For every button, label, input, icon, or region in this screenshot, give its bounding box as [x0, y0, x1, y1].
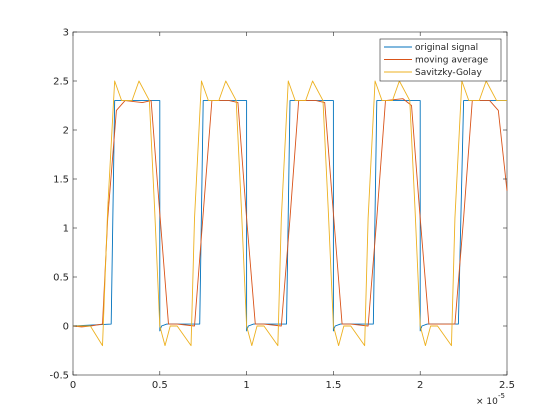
- x-tick-label: 2.5: [499, 380, 515, 391]
- legend-label: moving average: [415, 56, 489, 66]
- y-tick-label: 2: [63, 126, 69, 137]
- legend-box: [379, 38, 502, 82]
- plot-area: 0 0.5 1 1.5 2 2.5-0.500.511.522.53: [49, 28, 514, 392]
- x-tick-label: 1: [243, 380, 249, 391]
- x-axis-exponent: × 10 -5: [476, 392, 505, 407]
- series-layer: [72, 80, 508, 347]
- series-line-original-signal: [72, 100, 507, 332]
- y-tick-label: 2.5: [53, 77, 69, 88]
- axes-box: [72, 31, 508, 376]
- x-tick-label: 1.5: [325, 380, 341, 391]
- x-exponent-power: -5: [498, 392, 505, 400]
- legend: original signal moving average Savitzky-Go…: [379, 38, 502, 82]
- series-line-moving-average: [72, 98, 508, 328]
- y-tick-label: 0.5: [53, 273, 69, 284]
- x-tick-label: 0.5: [152, 380, 168, 391]
- x-tick-label: 2: [417, 380, 423, 391]
- legend-label: original signal: [415, 43, 478, 53]
- legend-label: Savitzky-Golay: [415, 68, 482, 78]
- x-exponent-base: × 10: [476, 397, 498, 407]
- y-tick-label: 1.5: [53, 175, 69, 186]
- y-tick-label: -0.5: [49, 371, 69, 382]
- y-tick-label: 0: [63, 322, 69, 333]
- y-tick-label: 1: [63, 224, 69, 235]
- x-tick-label: 0: [70, 380, 76, 391]
- series-line-savitzky-golay: [73, 80, 507, 347]
- ticks-layer: 0 0.5 1 1.5 2 2.5-0.500.511.522.53: [49, 28, 514, 392]
- y-tick-label: 3: [63, 28, 69, 39]
